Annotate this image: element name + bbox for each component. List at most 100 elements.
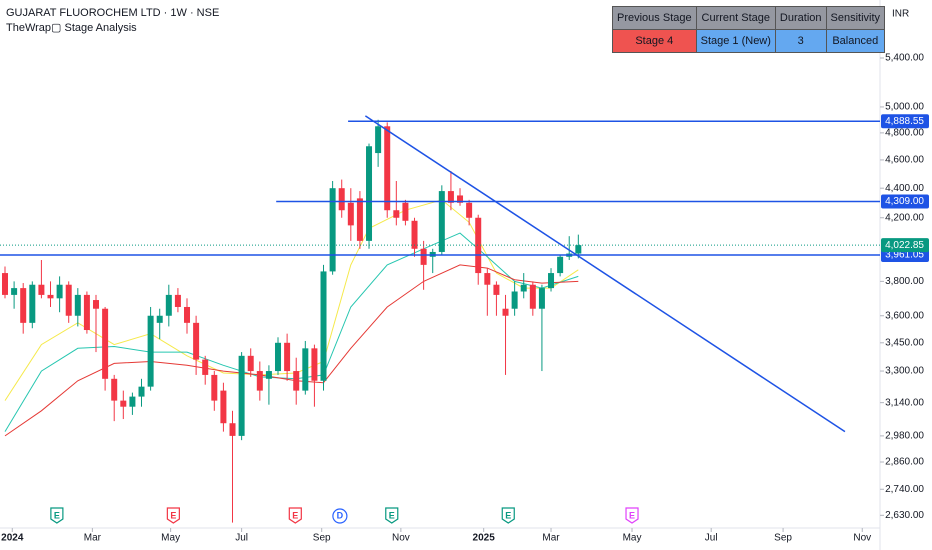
x-tick-label: 2025 <box>473 533 496 544</box>
candle-body <box>93 300 100 309</box>
y-tick-label: 2,740.00 <box>885 484 924 495</box>
candle-body <box>211 374 218 401</box>
y-tick-label: 5,000.00 <box>885 102 924 113</box>
candle-body <box>202 359 209 375</box>
y-tick-label: 5,400.00 <box>885 53 924 64</box>
price-label: 3,961.05 <box>885 250 924 261</box>
candle-body <box>56 284 63 299</box>
event-marker <box>50 507 64 524</box>
price-label-bg <box>881 194 929 209</box>
table-header: Previous Stage Current Stage Duration Se… <box>612 6 886 30</box>
y-tick-label: 4,600.00 <box>885 155 924 166</box>
y-tick-label: 2,980.00 <box>885 431 924 442</box>
candle-body <box>138 386 145 397</box>
candle-body <box>293 371 300 391</box>
event-label: E <box>629 510 635 520</box>
moving-average <box>4 232 579 432</box>
currency: INR <box>892 9 909 20</box>
candle-body <box>575 245 582 254</box>
candle-body <box>438 191 445 252</box>
candle-body <box>74 294 81 316</box>
candle-body <box>220 390 227 424</box>
price-label-bg <box>881 114 929 129</box>
candle-body <box>511 291 518 309</box>
price-label: 4,309.00 <box>885 196 924 207</box>
header-cell: Sensitivity <box>825 6 886 30</box>
event-label: E <box>170 510 176 520</box>
candle-body <box>265 371 272 379</box>
table-row: Stage 4 Stage 1 (New) 3 Balanced <box>612 29 886 53</box>
x-tick-label: Sep <box>313 533 331 544</box>
event-label: E <box>389 510 395 520</box>
indicator-name: TheWrap▢ Stage Analysis <box>6 22 137 34</box>
candle-body <box>184 306 191 323</box>
candle-body <box>156 315 163 323</box>
candle-body <box>83 294 90 331</box>
moving-average <box>4 199 579 401</box>
cell: Balanced <box>825 29 886 53</box>
last-price-bg <box>881 238 929 253</box>
y-tick-label: 3,600.00 <box>885 310 924 321</box>
trendline <box>364 115 846 433</box>
x-tick-label: Jul <box>705 533 718 544</box>
y-tick-label: 4,800.00 <box>885 128 924 139</box>
candle-body <box>329 188 336 272</box>
candle-body <box>447 191 454 203</box>
y-tick-label: 3,800.00 <box>885 276 924 287</box>
y-tick-label: 3,300.00 <box>885 366 924 377</box>
y-tick-label: 3,450.00 <box>885 337 924 348</box>
price-axis-bg <box>880 0 932 550</box>
candle-body <box>384 126 391 211</box>
candle-body <box>393 210 400 218</box>
stage-table: Previous Stage Current Stage Duration Se… <box>612 6 886 53</box>
event-label: E <box>505 510 511 520</box>
candle-body <box>402 202 409 221</box>
y-tick-label: 2,630.00 <box>885 510 924 521</box>
candle-body <box>484 273 491 285</box>
event-marker <box>625 507 639 524</box>
cell: Stage 1 (New) <box>695 29 776 53</box>
candle-body <box>457 195 464 203</box>
symbol-title: GUJARAT FLUOROCHEM LTD · 1W · NSE <box>6 7 219 19</box>
candle-body <box>420 248 427 265</box>
candle-body <box>466 202 473 218</box>
event-marker <box>166 507 180 524</box>
cell: 3 <box>774 29 827 53</box>
candle-body <box>548 273 555 289</box>
candle-body <box>529 284 536 309</box>
candle-body <box>120 400 127 407</box>
x-tick-label: Mar <box>84 533 102 544</box>
header-cell: Current Stage <box>695 6 776 30</box>
candle-body <box>347 202 354 226</box>
candle-body <box>65 284 72 316</box>
candle-body <box>147 315 154 387</box>
header-cell: Previous Stage <box>612 6 697 30</box>
candle-body <box>129 396 136 407</box>
candle-body <box>302 348 309 391</box>
candle-body <box>338 188 345 211</box>
candle-body <box>229 423 236 436</box>
event-label: E <box>292 510 298 520</box>
event-marker <box>288 507 302 524</box>
candle-body <box>275 342 282 372</box>
x-tick-label: May <box>623 533 642 544</box>
candle-body <box>375 126 382 154</box>
candle-body <box>520 284 527 292</box>
candle-body <box>475 217 482 274</box>
last-price-label: 4,022.85 <box>885 240 924 251</box>
price-label: 4,888.55 <box>885 116 924 127</box>
candle-body <box>2 273 9 295</box>
candle-body <box>557 256 564 274</box>
header-cell: Duration <box>774 6 827 30</box>
x-tick-label: Jul <box>235 533 248 544</box>
candle-body <box>256 371 263 391</box>
x-tick-label: May <box>161 533 180 544</box>
candle-body <box>366 146 373 241</box>
x-tick-label: 2024 <box>1 533 24 544</box>
candle-body <box>102 308 109 379</box>
candle-body <box>174 294 181 307</box>
event-marker <box>385 507 399 524</box>
candle-body <box>111 378 118 401</box>
